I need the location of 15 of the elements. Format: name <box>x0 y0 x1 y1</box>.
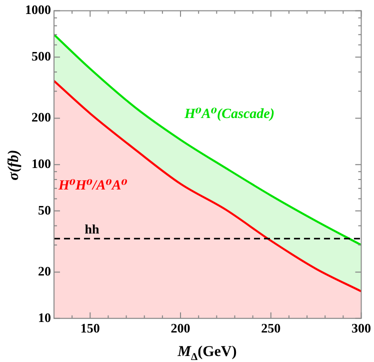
y-tick-label: 100 <box>32 156 51 171</box>
y-tick-label: 500 <box>32 48 51 64</box>
y-tick-label: 20 <box>38 263 51 278</box>
y-tick-label: 200 <box>32 110 51 125</box>
ref-line-label: hh <box>84 222 100 237</box>
series-label: H⁰H⁰/A⁰A⁰ <box>57 178 128 194</box>
x-tick-label: 300 <box>352 320 371 336</box>
series-label: H⁰A⁰(Cascade) <box>184 106 275 122</box>
y-axis-title: σ(fb) <box>6 150 22 180</box>
x-tick-label: 250 <box>261 320 281 336</box>
y-tick-label: 10 <box>38 310 51 325</box>
x-tick-label: 150 <box>80 320 100 336</box>
x-tick-label: 200 <box>170 320 190 336</box>
y-tick-label: 1000 <box>25 2 51 18</box>
y-tick-label: 50 <box>38 202 51 218</box>
